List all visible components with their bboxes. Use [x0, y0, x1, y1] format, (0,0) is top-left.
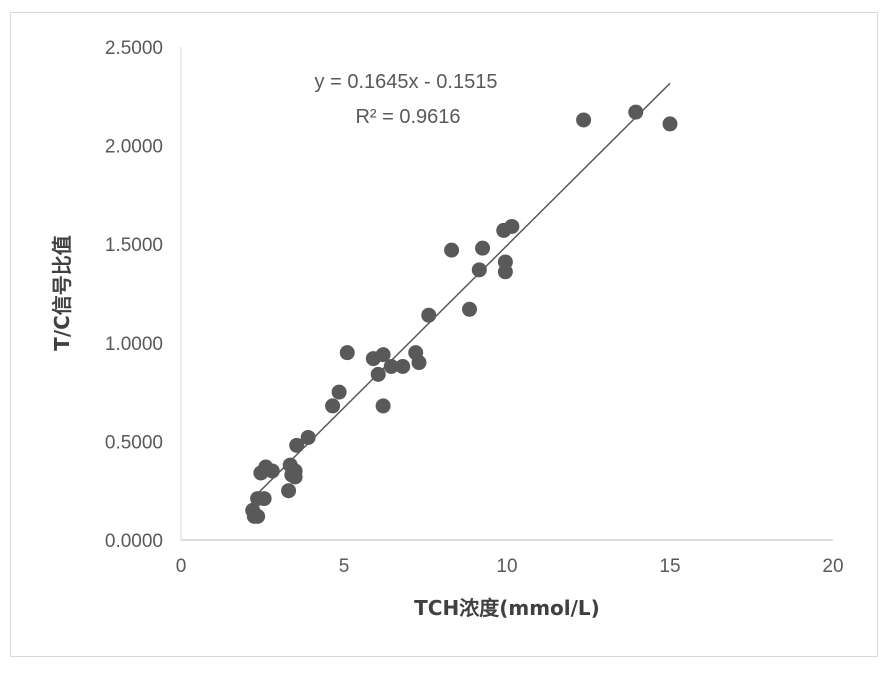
x-tick-label: 20	[822, 556, 843, 577]
y-tick-label: 1.5000	[105, 235, 163, 256]
x-tick-label: 5	[339, 556, 350, 577]
data-point	[497, 264, 513, 280]
data-point	[421, 307, 437, 323]
data-point	[444, 242, 460, 258]
data-point	[471, 262, 487, 278]
x-axis-title: TCH浓度(mmol/L)	[414, 596, 600, 620]
data-point	[375, 347, 391, 363]
trendline-r-squared: R² = 0.9616	[355, 106, 460, 128]
data-point	[256, 491, 272, 507]
chart-frame	[10, 12, 878, 657]
y-tick-label: 1.0000	[105, 334, 163, 355]
data-point	[662, 116, 678, 132]
data-point	[289, 437, 305, 453]
data-point	[411, 355, 427, 371]
y-axis-title: T/C信号比值	[50, 235, 74, 351]
data-point	[462, 301, 478, 317]
y-tick-label: 2.5000	[105, 38, 163, 59]
x-tick-label: 10	[496, 556, 517, 577]
data-point	[475, 240, 491, 256]
y-tick-label: 2.0000	[105, 137, 163, 158]
y-tick-label: 0.5000	[105, 432, 163, 453]
data-point	[383, 358, 399, 374]
data-point	[281, 483, 297, 499]
data-point	[375, 398, 391, 414]
trendline	[252, 82, 671, 500]
data-point	[339, 345, 355, 361]
data-point	[287, 469, 303, 485]
data-point	[576, 112, 592, 128]
x-tick-label: 0	[176, 556, 187, 577]
data-point	[250, 508, 266, 524]
trendline-equation: y = 0.1645x - 0.1515	[315, 71, 498, 93]
data-point	[325, 398, 341, 414]
x-tick-label: 15	[659, 556, 680, 577]
data-point	[628, 104, 644, 120]
data-point	[300, 429, 316, 445]
data-point	[370, 366, 386, 382]
data-point	[504, 218, 520, 234]
y-tick-label: 0.0000	[105, 531, 163, 552]
data-point	[264, 463, 280, 479]
data-point	[395, 358, 411, 374]
data-point	[331, 384, 347, 400]
